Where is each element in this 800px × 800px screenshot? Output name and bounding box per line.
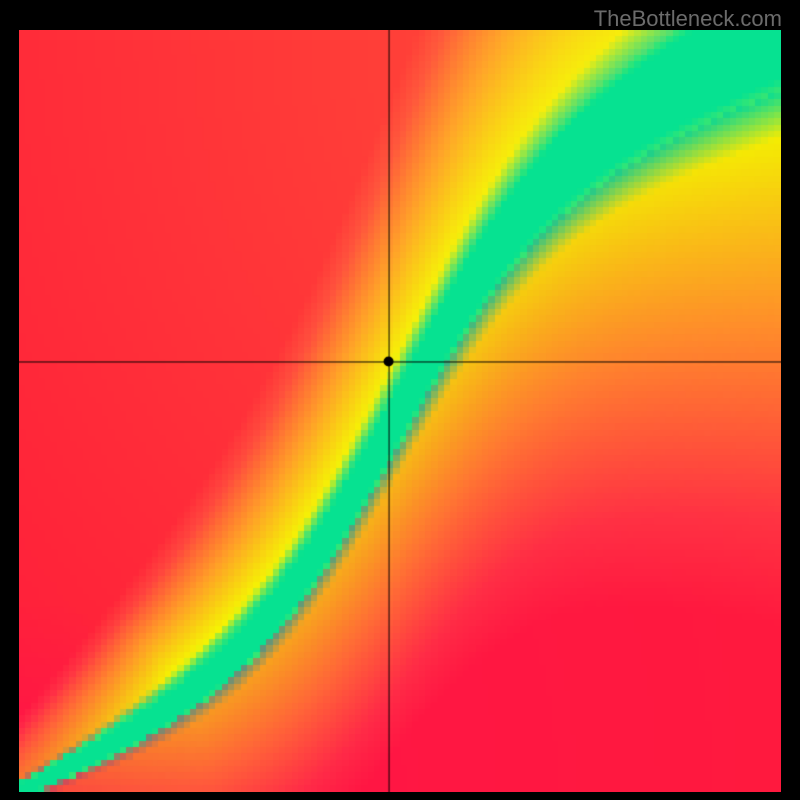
watermark-text: TheBottleneck.com (594, 6, 782, 32)
crosshair-overlay (19, 30, 781, 792)
chart-container: TheBottleneck.com (0, 0, 800, 800)
heatmap-plot-area (19, 30, 781, 792)
